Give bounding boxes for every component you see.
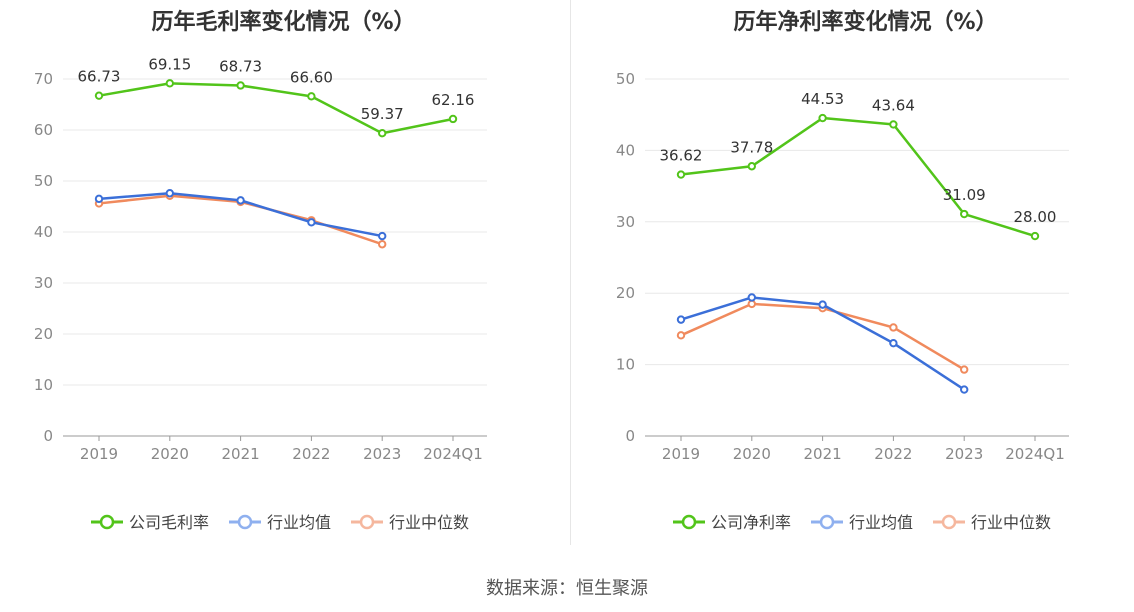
data-point [378, 129, 387, 138]
series-line [98, 82, 454, 135]
y-tick-label: 10 [616, 356, 635, 374]
legend-label: 公司净利率 [711, 513, 791, 532]
y-tick-label: 40 [34, 223, 53, 241]
data-label: 44.53 [801, 90, 844, 108]
data-label: 36.62 [660, 147, 703, 165]
data-label: 66.73 [78, 68, 121, 86]
chart-title: 历年净利率变化情况（%） [733, 10, 998, 35]
data-label: 66.60 [290, 68, 333, 86]
legend-marker [99, 514, 115, 530]
data-point [94, 91, 104, 100]
data-label: 62.16 [432, 91, 475, 109]
data-point [378, 240, 387, 249]
x-tick-label: 2021 [804, 445, 842, 463]
data-label: 69.15 [148, 55, 191, 73]
y-tick-label: 30 [616, 213, 635, 231]
data-point [165, 79, 175, 88]
x-tick-label: 2023 [363, 445, 401, 463]
data-point [818, 300, 827, 309]
series-line [680, 116, 1036, 238]
panel-divider [570, 0, 571, 545]
data-point [889, 338, 898, 348]
data-point [747, 293, 757, 302]
data-source-note: 数据来源：恒生聚源 [486, 578, 648, 599]
legend-label: 行业均值 [267, 513, 331, 532]
y-tick-label: 60 [34, 121, 53, 139]
legend-label: 行业中位数 [389, 513, 469, 532]
y-tick-label: 0 [43, 427, 53, 445]
data-point [747, 162, 757, 171]
x-tick-label: 2019 [662, 445, 700, 463]
legend-label: 行业中位数 [971, 513, 1051, 532]
data-point [889, 120, 898, 129]
y-tick-label: 20 [616, 284, 635, 302]
data-point [889, 323, 898, 332]
legend-label: 公司毛利率 [129, 513, 209, 532]
x-tick-label: 2020 [151, 445, 189, 463]
legend-marker [941, 514, 957, 530]
y-tick-label: 30 [34, 274, 53, 292]
legend-marker [237, 514, 253, 530]
data-point [165, 189, 175, 198]
net-margin-plot: 0 10 20 30 40 50 2019 2020 2021 2022 2023 2024Q1 36.… [616, 70, 1069, 532]
data-label: 59.37 [361, 105, 404, 123]
x-tick-label: 2020 [733, 445, 771, 463]
chart-title: 历年毛利率变化情况（%） [151, 10, 416, 35]
y-tick-label: 50 [34, 172, 53, 190]
x-tick-label: 2019 [80, 445, 118, 463]
net-margin-chart: 历年净利率变化情况（%） 0 10 20 30 40 50 2019 2020 2021 2022… [582, 0, 1134, 560]
data-label: 37.78 [730, 138, 773, 156]
data-point [1030, 231, 1040, 241]
data-label: 43.64 [872, 96, 915, 114]
y-tick-label: 50 [616, 70, 635, 88]
legend-marker [819, 514, 835, 530]
y-tick-label: 70 [34, 70, 53, 88]
x-tick-label: 2024Q1 [423, 445, 483, 463]
data-point [236, 196, 245, 205]
gross-margin-plot: 0 10 20 30 40 50 60 70 2019 2020 2021 2022 2023 2024Q… [34, 55, 487, 532]
data-point [236, 81, 245, 90]
x-tick-label: 2023 [945, 445, 983, 463]
x-tick-label: 2021 [222, 445, 260, 463]
data-point [676, 315, 686, 324]
gross-margin-chart: 历年毛利率变化情况（%） 0 10 20 30 40 50 60 70 2019 2020 2021… [0, 0, 567, 560]
y-tick-label: 10 [34, 376, 53, 394]
data-label: 28.00 [1014, 208, 1057, 226]
x-tick-label: 2022 [874, 445, 912, 463]
data-point [960, 365, 969, 374]
data-point [448, 114, 458, 124]
legend-marker [681, 514, 697, 530]
legend-marker [359, 514, 375, 530]
data-point [818, 113, 827, 123]
data-label: 68.73 [219, 57, 262, 75]
data-point [676, 331, 686, 340]
data-point [960, 385, 969, 394]
data-point [307, 92, 316, 101]
data-point [307, 218, 316, 227]
data-point [94, 194, 104, 204]
x-tick-label: 2024Q1 [1005, 445, 1065, 463]
data-point [378, 231, 387, 241]
data-point [960, 209, 969, 219]
y-tick-label: 0 [625, 427, 635, 445]
y-tick-label: 40 [616, 141, 635, 159]
legend-label: 行业均值 [849, 513, 913, 532]
x-tick-label: 2022 [292, 445, 330, 463]
y-tick-label: 20 [34, 325, 53, 343]
series-line [680, 302, 965, 371]
data-point [676, 170, 686, 179]
data-label: 31.09 [943, 186, 986, 204]
